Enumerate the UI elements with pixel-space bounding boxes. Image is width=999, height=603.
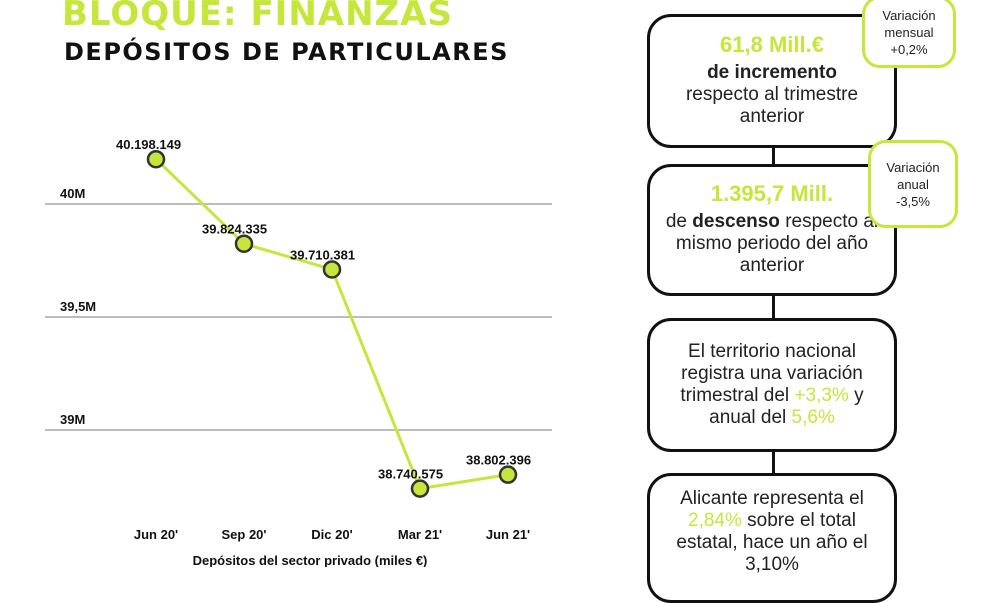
data-point (234, 234, 254, 253)
card-value: 5,6% (791, 407, 835, 428)
line-chart: 40M 39,5M 39M 40.198.149 Jun 20' 39.824.335 Se… (45, 137, 552, 567)
card-highlight: 61,8 Mill.€ (720, 32, 824, 57)
card-value: 2,84% (688, 510, 742, 531)
card-text: de (665, 211, 693, 232)
badge-label: anual (897, 176, 929, 192)
badge-label: Variación (882, 7, 936, 23)
data-point (322, 260, 342, 279)
data-label: 38.740.575 (378, 467, 443, 482)
x-tick-label: Mar 21' (398, 527, 442, 542)
card-annual-decrease: 1.395,7 Mill. de descenso respecto al mi… (647, 164, 897, 296)
block-title: BLOQUE: FINANZAS (62, 0, 453, 34)
data-point (410, 479, 430, 498)
x-tick-label: Jun 20' (134, 527, 178, 542)
connector (772, 451, 775, 474)
x-axis-label: Depósitos del sector privado (miles €) (193, 553, 428, 567)
badge-value: -3,5% (896, 193, 930, 209)
series-line (154, 158, 509, 491)
card-text: y anual del (709, 385, 864, 428)
badge-monthly: Variación mensual +0,2% (862, 0, 956, 68)
data-point (498, 465, 518, 484)
card-text: Alicante representa el (680, 488, 864, 509)
card-highlight: 1.395,7 Mill. (710, 181, 834, 206)
y-tick-label: 39M (60, 412, 85, 427)
y-tick-label: 39,5M (60, 299, 96, 314)
badge-value: +0,2% (890, 41, 928, 57)
card-text: El territorio nacional registra una vari… (680, 341, 863, 406)
card-text: respecto al mismo periodo del año anteri… (675, 211, 879, 276)
x-tick-label: Sep 20' (221, 527, 266, 542)
card-text-bold: descenso (692, 211, 780, 232)
data-label: 38.802.396 (466, 453, 531, 468)
card-national: El territorio nacional registra una vari… (647, 318, 897, 452)
card-text: respecto al trimestre anterior (685, 84, 859, 127)
card-text: sobre el total estatal, hace un año el (676, 510, 868, 553)
x-tick-label: Jun 21' (486, 527, 530, 542)
connector (772, 295, 775, 319)
card-value: +3,3% (794, 385, 849, 406)
y-tick-label: 40M (60, 186, 85, 201)
connector (772, 147, 775, 165)
card-alicante-share: Alicante representa el 2,84% sobre el to… (647, 473, 897, 603)
card-quarterly-increase: 61,8 Mill.€ de incremento respecto al tr… (647, 14, 897, 148)
badge-annual: Variación anual -3,5% (868, 140, 958, 228)
data-label: 39.710.381 (290, 247, 355, 262)
page-title: DEPÓSITOS DE PARTICULARES (64, 38, 509, 66)
card-text-bold: de incremento (707, 62, 837, 83)
data-label: 39.824.335 (202, 222, 267, 237)
badge-label: Variación (886, 159, 940, 175)
card-value: 3,10% (745, 554, 799, 575)
data-label: 40.198.149 (116, 137, 181, 152)
x-tick-label: Dic 20' (311, 527, 352, 542)
data-point (146, 149, 166, 169)
badge-label: mensual (884, 24, 934, 40)
